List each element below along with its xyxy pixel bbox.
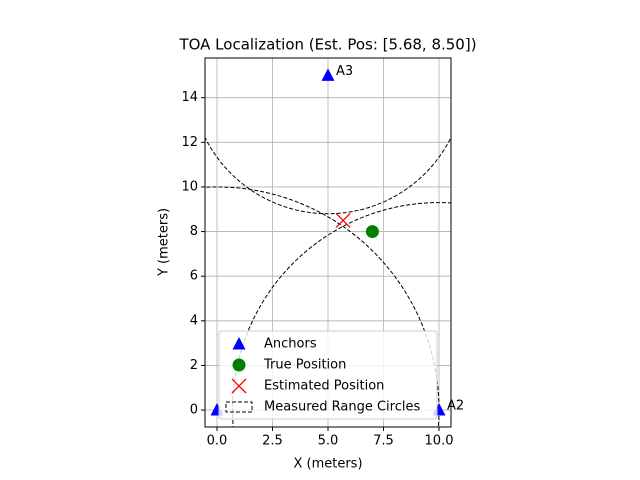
range-circle [205, 136, 451, 215]
y-axis-label: Y (meters) [157, 208, 172, 277]
y-tick-label: 10 [181, 179, 198, 194]
anchor-marker [232, 337, 246, 350]
y-tick-label: 2 [190, 358, 198, 373]
x-tick-label: 7.5 [373, 434, 394, 449]
x-tick-label: 5.0 [318, 434, 339, 449]
chart-title: TOA Localization (Est. Pos: [5.68, 8.50]… [178, 36, 476, 54]
y-tick-label: 8 [190, 224, 198, 239]
estimate-marker [231, 378, 247, 394]
y-tick-label: 4 [190, 313, 198, 328]
legend-label: True Position [263, 358, 346, 373]
estimate-marker [335, 212, 351, 228]
position-marker [365, 225, 379, 239]
anchor-label: A2 [447, 399, 464, 414]
x-axis-label: X (meters) [293, 457, 362, 472]
legend-label: Estimated Position [264, 379, 384, 394]
y-tick-label: 14 [181, 90, 198, 105]
legend-swatch [225, 401, 253, 413]
anchor-label: A3 [336, 64, 353, 79]
legend-label: Measured Range Circles [264, 400, 420, 415]
legend-label: Anchors [264, 337, 317, 352]
x-tick-label: 0.0 [207, 434, 228, 449]
y-tick-label: 0 [190, 403, 198, 418]
anchor-marker [321, 68, 335, 81]
position-marker [232, 358, 246, 372]
y-tick-label: 12 [181, 135, 198, 150]
axes-frame [204, 57, 452, 428]
legend-box [218, 330, 438, 420]
x-tick-label: 10.0 [425, 434, 454, 449]
y-tick-label: 6 [190, 269, 198, 284]
x-tick-label: 2.5 [262, 434, 283, 449]
legend: Anchors True Position Estimated Position Me… [218, 330, 438, 420]
